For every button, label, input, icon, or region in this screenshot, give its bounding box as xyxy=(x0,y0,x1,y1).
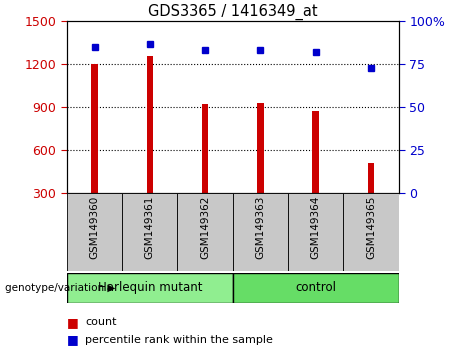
Bar xyxy=(91,64,98,193)
Text: GSM149363: GSM149363 xyxy=(255,195,266,259)
Bar xyxy=(233,273,399,303)
Bar xyxy=(122,193,177,271)
Bar xyxy=(368,163,374,193)
Bar xyxy=(177,193,233,271)
Text: GSM149364: GSM149364 xyxy=(311,195,321,259)
Bar xyxy=(343,193,399,271)
Text: GSM149362: GSM149362 xyxy=(200,195,210,259)
Text: GSM149361: GSM149361 xyxy=(145,195,155,259)
Bar xyxy=(67,193,122,271)
Bar xyxy=(202,104,208,193)
Bar xyxy=(288,193,343,271)
Bar xyxy=(147,56,153,193)
Title: GDS3365 / 1416349_at: GDS3365 / 1416349_at xyxy=(148,4,318,20)
Bar xyxy=(313,112,319,193)
Text: percentile rank within the sample: percentile rank within the sample xyxy=(85,335,273,345)
Bar xyxy=(67,273,233,303)
Text: count: count xyxy=(85,317,117,327)
Text: GSM149360: GSM149360 xyxy=(89,195,100,258)
Bar xyxy=(257,103,264,193)
Text: GSM149365: GSM149365 xyxy=(366,195,376,259)
Text: ■: ■ xyxy=(67,333,78,346)
Text: ■: ■ xyxy=(67,316,78,329)
Text: Harlequin mutant: Harlequin mutant xyxy=(98,281,202,294)
Text: genotype/variation ▶: genotype/variation ▶ xyxy=(5,282,115,293)
Text: control: control xyxy=(296,281,336,294)
Bar xyxy=(233,193,288,271)
